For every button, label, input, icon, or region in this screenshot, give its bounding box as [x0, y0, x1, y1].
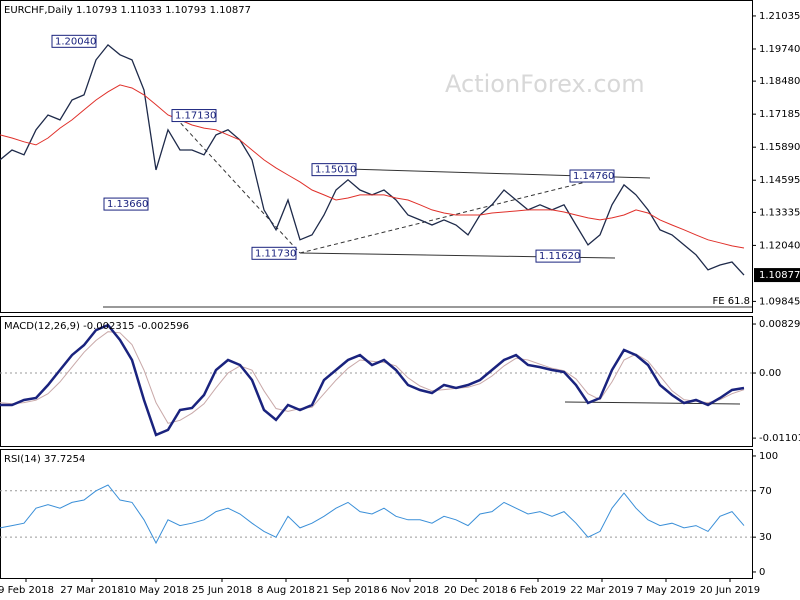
x-tick-label: 20 Dec 2018	[444, 585, 508, 596]
y-tick-label: -0.011015	[759, 433, 800, 444]
panel-title: MACD(12,26,9) -0.002315 -0.002596	[4, 321, 189, 332]
x-tick-label: 7 May 2019	[637, 585, 696, 596]
annotation-box	[535, 249, 581, 263]
y-tick-label: 0	[759, 567, 765, 578]
panel-title: EURCHF,Daily 1.10793 1.11033 1.10793 1.1…	[4, 5, 251, 16]
panel-frame	[0, 316, 753, 447]
watermark: ActionForex.com	[445, 70, 645, 98]
panel-frame	[0, 449, 753, 579]
series-line	[0, 484, 745, 545]
annotation-label: 1.15010	[315, 165, 356, 176]
y-tick-label: 1.09845	[759, 296, 800, 307]
annotation-box	[251, 246, 297, 260]
series-line	[0, 331, 745, 424]
annotation-box	[51, 34, 97, 48]
x-tick-label: 22 Mar 2019	[570, 585, 633, 596]
x-tick-label: 6 Nov 2018	[381, 585, 439, 596]
panel-title: RSI(14) 37.7254	[4, 454, 85, 465]
y-tick-label: 1.17185	[759, 109, 800, 120]
y-tick-label: 0.00	[759, 368, 781, 379]
x-tick-label: 21 Sep 2018	[316, 585, 379, 596]
x-tick-label: 27 Mar 2018	[60, 585, 123, 596]
annotation-box	[569, 169, 615, 183]
series-line	[0, 84, 745, 249]
trend-line	[299, 175, 611, 254]
x-tick-label: 9 Feb 2018	[0, 585, 54, 596]
y-tick-label: 1.13335	[759, 207, 800, 218]
annotation-label: 1.13660	[107, 199, 148, 210]
last-price-label: 1.10877	[759, 270, 800, 281]
annotation-label: 1.14760	[573, 171, 614, 182]
y-tick-label: 1.15890	[759, 142, 800, 153]
last-price-box	[754, 268, 800, 283]
x-tick-label: 10 May 2018	[123, 585, 188, 596]
trend-line	[175, 117, 301, 254]
y-tick-label: 70	[759, 486, 772, 497]
panel-frame	[0, 0, 753, 313]
y-tick-label: 1.18480	[759, 76, 800, 87]
annotation-label: 1.11620	[539, 251, 580, 262]
y-tick-label: 30	[759, 532, 772, 543]
x-tick-label: 25 Jun 2018	[192, 585, 252, 596]
y-tick-label: 1.21035	[759, 11, 800, 22]
fe-label: FE 61.8	[712, 296, 750, 307]
annotation-label: 1.20040	[55, 36, 96, 47]
y-tick-label: 1.14595	[759, 175, 800, 186]
y-tick-label: 0.008292	[759, 319, 800, 330]
annotation-box	[311, 163, 357, 177]
series-line	[0, 323, 745, 437]
x-tick-label: 6 Feb 2019	[510, 585, 566, 596]
annotation-box	[171, 109, 217, 123]
annotation-label: 1.11730	[255, 248, 296, 259]
y-tick-label: 1.12040	[759, 240, 800, 251]
annotation-label: 1.17130	[175, 111, 216, 122]
x-tick-label: 8 Aug 2018	[257, 585, 315, 596]
y-tick-label: 100	[759, 451, 778, 462]
y-tick-label: 1.19740	[759, 44, 800, 55]
annotation-box	[103, 197, 149, 211]
x-tick-label: 20 Jun 2019	[700, 585, 760, 596]
